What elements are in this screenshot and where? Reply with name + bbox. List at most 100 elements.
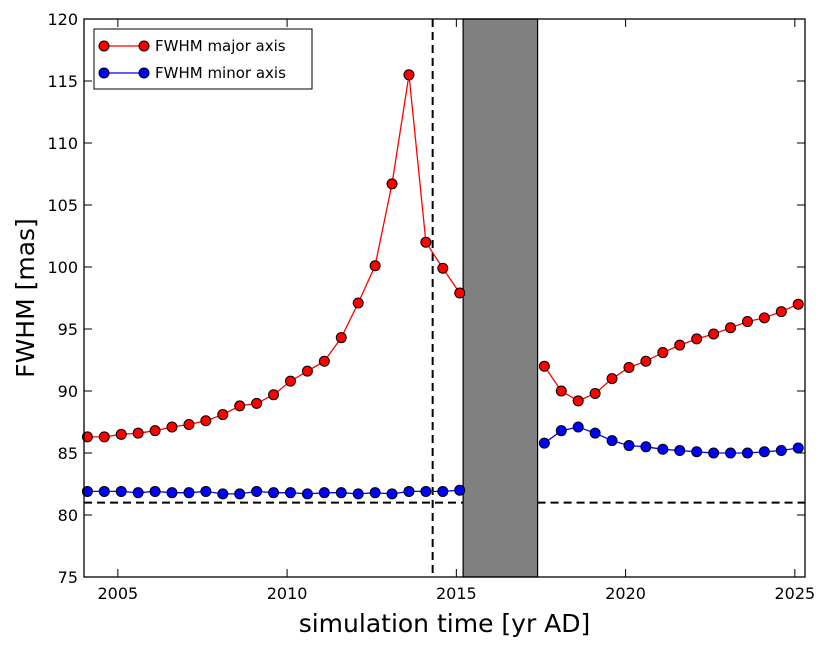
data-point-major-1-9: [217, 409, 229, 421]
data-point-minor-1-12: [268, 487, 280, 499]
data-point-major-1-20: [403, 69, 415, 81]
y-tick-label: 90: [58, 382, 78, 401]
data-point-major-1-11: [251, 397, 263, 409]
x-axis-title: simulation time [yr AD]: [299, 609, 591, 638]
data-point-minor-1-21: [420, 485, 432, 497]
data-point-minor-1-9: [217, 488, 229, 500]
data-point-major-2-7: [640, 355, 652, 367]
data-point-minor-1-20: [403, 485, 415, 497]
data-point-major-1-4: [132, 427, 144, 439]
data-point-minor-2-11: [708, 447, 720, 459]
legend-end-marker-minor: [98, 67, 110, 79]
data-point-major-1-2: [98, 431, 110, 443]
data-point-minor-1-6: [166, 487, 178, 499]
data-point-major-1-10: [234, 400, 246, 412]
legend-end-marker-minor: [138, 67, 150, 79]
data-point-minor-1-19: [386, 488, 398, 500]
data-point-minor-2-14: [758, 446, 770, 458]
data-point-major-1-14: [301, 365, 313, 377]
y-tick-label: 100: [47, 258, 78, 277]
data-point-minor-2-16: [792, 442, 804, 454]
data-point-minor-1-13: [284, 487, 296, 499]
legend: FWHM major axis FWHM minor axis: [93, 28, 313, 90]
series-layer: [81, 69, 804, 500]
data-point-minor-2-8: [657, 443, 669, 455]
y-tick-label: 105: [47, 196, 78, 215]
y-tick-label: 120: [47, 10, 78, 29]
data-point-minor-1-8: [200, 485, 212, 497]
data-point-major-1-21: [420, 236, 432, 248]
data-point-major-2-1: [538, 360, 550, 372]
data-point-major-1-3: [115, 428, 127, 440]
data-point-minor-1-16: [335, 487, 347, 499]
series-line-major-segment-1: [87, 74, 461, 438]
data-point-minor-2-6: [623, 440, 635, 452]
x-tick-label: 2025: [774, 584, 815, 603]
data-point-minor-1-3: [115, 485, 127, 497]
legend-box: [93, 28, 313, 90]
data-point-minor-1-7: [183, 487, 195, 499]
x-tick-label: 2005: [97, 584, 138, 603]
data-point-major-1-15: [318, 355, 330, 367]
data-point-major-2-12: [725, 322, 737, 334]
data-point-minor-2-9: [674, 445, 686, 457]
legend-end-marker-major: [138, 40, 150, 52]
y-tick-label: 95: [58, 320, 78, 339]
data-point-major-1-13: [284, 375, 296, 387]
data-point-major-2-5: [606, 373, 618, 385]
data-point-minor-1-4: [132, 487, 144, 499]
data-point-minor-1-23: [454, 484, 466, 496]
legend-label-minor: FWHM minor axis: [155, 64, 286, 82]
data-point-major-2-10: [691, 333, 703, 345]
data-point-minor-1-15: [318, 487, 330, 499]
data-point-minor-1-22: [437, 485, 449, 497]
data-point-major-1-12: [268, 389, 280, 401]
shaded-region-layer: [462, 18, 539, 578]
series-line-minor-segment-2: [544, 426, 799, 454]
y-tick-label: 115: [47, 72, 78, 91]
legend-label-major: FWHM major axis: [155, 37, 286, 55]
data-point-major-2-4: [589, 387, 601, 399]
data-point-major-1-19: [386, 178, 398, 190]
data-point-minor-1-11: [251, 485, 263, 497]
data-point-major-1-8: [200, 415, 212, 427]
data-point-minor-1-1: [81, 485, 93, 497]
data-point-major-2-16: [792, 298, 804, 310]
data-point-minor-1-10: [234, 488, 246, 500]
y-tick-label: 110: [47, 134, 78, 153]
reference-lines-layer: [84, 19, 805, 577]
data-point-major-1-1: [81, 431, 93, 443]
data-point-major-2-9: [674, 339, 686, 351]
x-tick-label: 2020: [605, 584, 646, 603]
data-point-major-1-5: [149, 425, 161, 437]
legend-end-marker-major: [98, 40, 110, 52]
data-point-major-1-22: [437, 262, 449, 274]
ticks-layer: 2005 2010 2015 2020 2025 75 80 85 90 95 100 105 110 1…: [47, 10, 815, 603]
series-line-major-segment-2: [543, 303, 799, 402]
data-point-major-2-2: [555, 385, 567, 397]
x-tick-label: 2010: [267, 584, 308, 603]
data-point-minor-2-12: [725, 447, 737, 459]
data-point-minor-1-2: [98, 485, 110, 497]
data-point-minor-2-2: [555, 425, 567, 437]
data-point-major-2-8: [657, 347, 669, 359]
data-point-major-1-18: [369, 260, 381, 272]
data-point-minor-2-1: [538, 437, 550, 449]
data-point-major-2-6: [623, 361, 635, 373]
y-tick-label: 85: [58, 444, 78, 463]
data-point-major-1-23: [454, 287, 466, 299]
data-point-minor-2-13: [741, 447, 753, 459]
data-point-minor-1-17: [352, 488, 364, 500]
data-point-major-1-16: [335, 332, 347, 344]
data-point-major-2-15: [775, 306, 787, 318]
data-point-minor-2-10: [691, 446, 703, 458]
data-point-minor-1-14: [301, 488, 313, 500]
data-point-minor-2-15: [775, 445, 787, 457]
data-point-major-2-11: [708, 328, 720, 340]
data-point-major-1-7: [183, 418, 195, 430]
data-point-major-1-17: [352, 297, 364, 309]
y-tick-label: 75: [58, 568, 78, 587]
y-axis-title: FWHM [mas]: [11, 218, 40, 378]
data-point-minor-2-5: [606, 435, 618, 447]
